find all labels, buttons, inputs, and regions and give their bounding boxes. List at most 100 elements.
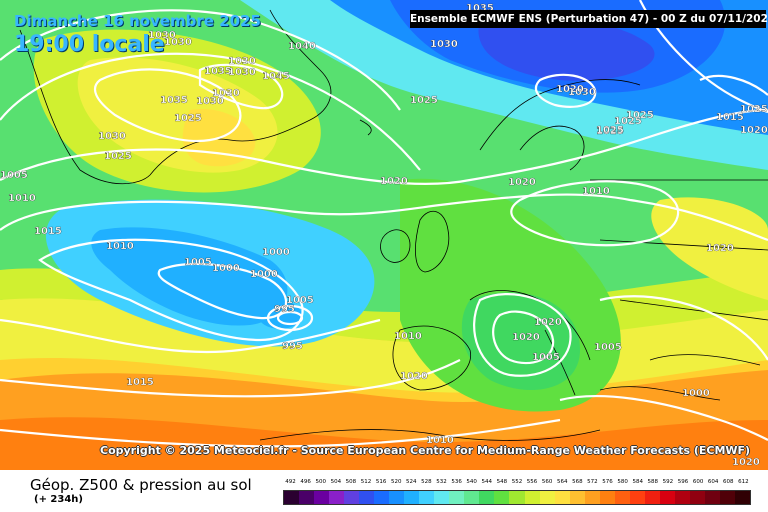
scale-swatch: [659, 491, 675, 504]
isobar-label: 1045: [262, 71, 290, 82]
scale-tick-label: 548: [496, 479, 508, 485]
scale-swatch: [434, 491, 450, 504]
scale-swatch: [569, 491, 585, 504]
scale-swatch: [374, 491, 390, 504]
isobar-label: 1005: [0, 170, 28, 181]
isobar-label: 1030: [148, 30, 176, 41]
isobar-label: 1035: [466, 3, 494, 14]
isobar-label: 1030: [228, 67, 256, 78]
forecast-date: Dimanche 16 novembre 2025: [14, 12, 261, 30]
isobar-label: 1025: [740, 104, 768, 115]
isobar-label: 1010: [8, 193, 36, 204]
scale-tick-label: 600: [692, 479, 704, 485]
scale-tick-label: 564: [556, 479, 568, 485]
scale-swatch: [554, 491, 570, 504]
scale-tick-label: 572: [587, 479, 598, 485]
forecast-local-time: 19:00 locale: [14, 32, 165, 57]
color-scale-ticks: 492 496 500 504 508 512 516 520 524 528 532 536 540 5…: [283, 479, 751, 489]
isobar-label: 1010: [582, 186, 610, 197]
isobar-label: 1020: [556, 84, 584, 95]
isobar-label: 1000: [212, 263, 240, 274]
scale-tick-label: 508: [345, 479, 357, 485]
isobar-label: 1025: [614, 116, 642, 127]
isobar-label: 1020: [534, 317, 562, 328]
scale-swatch: [689, 491, 705, 504]
scale-tick-label: 500: [315, 479, 326, 485]
isobar-label: 995: [282, 341, 303, 352]
scale-swatch: [479, 491, 495, 504]
isobar-label: 1035: [204, 66, 232, 77]
scale-swatch: [494, 491, 510, 504]
isobar-label: 1025: [174, 113, 202, 124]
scale-swatch: [674, 491, 690, 504]
isobar-label: 1030: [98, 131, 126, 142]
scale-tick-label: 524: [406, 479, 417, 485]
isobar-label: 1000: [250, 269, 278, 280]
legend-bar: Géop. Z500 & pression au sol (+ 234h) 49…: [0, 470, 768, 512]
scale-swatch: [299, 491, 315, 504]
isobar-label: 1030: [212, 88, 240, 99]
isobar-label: 1020: [508, 177, 536, 188]
scale-tick-label: 532: [436, 479, 447, 485]
scale-tick-label: 576: [602, 479, 613, 485]
scale-tick-label: 568: [572, 479, 583, 485]
scale-tick-label: 608: [723, 479, 734, 485]
scale-swatch: [719, 491, 735, 504]
isobar-label: 1000: [262, 247, 290, 258]
scale-tick-label: 596: [677, 479, 689, 485]
isobar-label: 1015: [126, 377, 154, 388]
scale-swatch: [734, 491, 750, 504]
scale-swatch: [329, 491, 345, 504]
scale-tick-label: 604: [707, 479, 719, 485]
model-run-header: Ensemble ECMWF ENS (Perturbation 47) - 0…: [410, 10, 768, 28]
isobar-label: 1000: [682, 388, 710, 399]
isobar-label: 1015: [716, 112, 744, 123]
isobar-label: 1025: [596, 126, 624, 137]
scale-tick-label: 520: [390, 479, 402, 485]
scale-swatch: [284, 491, 300, 504]
isobar-label: 1020: [380, 176, 408, 187]
scale-tick-label: 556: [526, 479, 538, 485]
scale-swatch: [629, 491, 645, 504]
scale-tick-label: 516: [375, 479, 387, 485]
isobar-label: 1015: [34, 226, 62, 237]
scale-tick-label: 528: [421, 479, 432, 485]
isobar-label: 1035: [160, 95, 188, 106]
isobar-label: 1020: [400, 371, 428, 382]
scale-swatch: [614, 491, 630, 504]
isobar-label: 1030: [196, 96, 224, 107]
scale-swatch: [359, 491, 375, 504]
isobar-label: 1030: [568, 87, 596, 98]
scale-tick-label: 552: [511, 479, 523, 485]
scale-swatch: [539, 491, 555, 504]
isobar-label: 1030: [430, 39, 458, 50]
isobar-label: 1040: [288, 41, 316, 52]
forecast-map-svg: 1035 1030 1030 1040 1030 1030 1035 1030 …: [0, 0, 768, 470]
isobar-label: 1020: [706, 243, 734, 254]
isobar-label: 1005: [532, 352, 560, 363]
isobar-label: 1005: [286, 295, 314, 306]
isobar-label: 1020: [512, 332, 540, 343]
scale-tick-label: 584: [632, 479, 643, 485]
scale-swatch: [644, 491, 660, 504]
isobar-label: 1010: [394, 331, 422, 342]
scale-swatch: [449, 491, 465, 504]
copyright-notice: Copyright © 2025 Meteociel.fr - Source E…: [100, 444, 751, 457]
scale-tick-label: 612: [738, 479, 749, 485]
scale-swatch: [389, 491, 405, 504]
scale-swatch: [704, 491, 720, 504]
isobar-label: 1025: [104, 151, 132, 162]
isobar-label: 1005: [594, 342, 622, 353]
isobar-label: 1020: [740, 125, 768, 136]
scale-swatch: [584, 491, 600, 504]
scale-swatch: [464, 491, 480, 504]
lead-time: (+ 234h): [34, 494, 83, 505]
isobar-label: 1020: [732, 457, 760, 468]
scale-tick-label: 496: [300, 479, 311, 485]
isobar-label: 1010: [106, 241, 134, 252]
scale-tick-label: 540: [466, 479, 477, 485]
scale-swatch: [599, 491, 615, 504]
scale-tick-label: 592: [662, 479, 674, 485]
scale-tick-label: 512: [360, 479, 372, 485]
isobar-label: 1010: [426, 435, 454, 446]
